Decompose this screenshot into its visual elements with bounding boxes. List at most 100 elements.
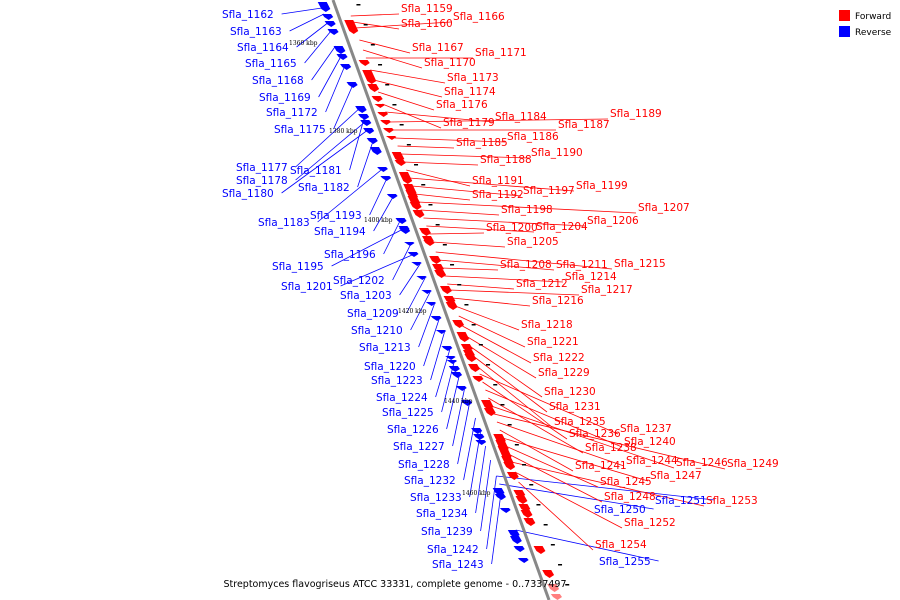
forward-gene-label: Sfla_1215 — [614, 258, 666, 270]
forward-gene-label: Sfla_1167 — [412, 42, 464, 54]
minor-tick — [522, 464, 527, 466]
forward-gene-feature — [358, 60, 370, 66]
minor-tick — [363, 24, 368, 26]
reverse-gene-label: Sfla_1181 — [290, 165, 342, 177]
forward-gene-label: Sfla_1212 — [516, 278, 568, 290]
reverse-leader-line — [480, 459, 491, 532]
forward-gene-feature — [523, 518, 536, 526]
minor-tick — [543, 524, 548, 526]
forward-gene-label: Sfla_1174 — [444, 86, 496, 98]
forward-gene-label: Sfla_1230 — [544, 386, 596, 398]
scale-tick-label: 1360 kbp — [289, 40, 318, 47]
reverse-leader-line — [383, 217, 402, 255]
forward-gene-label: Sfla_1190 — [531, 147, 583, 159]
reverse-gene-label: Sfla_1169 — [259, 92, 311, 104]
forward-gene-feature — [547, 584, 560, 592]
forward-leader-line — [462, 325, 532, 364]
minor-tick — [378, 64, 383, 66]
reverse-gene-feature — [317, 2, 331, 12]
forward-leader-line — [482, 381, 568, 440]
forward-leader-line — [491, 405, 675, 469]
reverse-gene-label: Sfla_1209 — [347, 308, 399, 320]
forward-gene-label: Sfla_1218 — [521, 319, 573, 331]
reverse-leader-line — [331, 227, 406, 267]
forward-leader-line — [514, 471, 623, 529]
forward-leader-line — [417, 201, 637, 214]
reverse-gene-label: Sfla_1193 — [310, 210, 362, 222]
forward-gene-feature — [344, 20, 359, 34]
forward-gene-feature — [533, 546, 546, 554]
forward-gene-label: Sfla_1252 — [624, 517, 676, 529]
forward-gene-feature — [481, 400, 494, 410]
forward-gene-feature — [374, 104, 385, 108]
reverse-gene-label: Sfla_1234 — [416, 508, 468, 520]
minor-tick — [399, 124, 404, 126]
forward-leader-line — [400, 153, 530, 159]
minor-tick — [471, 324, 476, 326]
minor-tick — [464, 304, 469, 306]
reverse-gene-feature — [461, 400, 473, 406]
forward-leader-line — [411, 185, 522, 197]
minor-tick — [536, 504, 541, 506]
forward-leader-line — [397, 145, 455, 149]
forward-leader-line — [377, 91, 435, 111]
reverse-leader-line — [340, 253, 415, 287]
reverse-gene-label: Sfla_1180 — [222, 188, 274, 200]
forward-leader-line — [485, 389, 623, 448]
reverse-gene-feature — [380, 176, 392, 181]
reverse-gene-label: Sfla_1225 — [382, 407, 434, 419]
reverse-gene-feature — [445, 356, 456, 360]
forward-leader-line — [352, 21, 400, 30]
forward-leader-line — [355, 21, 452, 29]
forward-leader-line — [465, 335, 537, 379]
forward-gene-label: Sfla_1216 — [532, 295, 584, 307]
minor-tick — [385, 84, 390, 86]
reverse-gene-feature — [377, 167, 388, 172]
forward-gene-label: Sfla_1192 — [472, 189, 524, 201]
forward-gene-feature — [506, 472, 519, 480]
forward-gene-label: Sfla_1248 — [604, 491, 656, 503]
reverse-leader-line — [349, 115, 366, 171]
forward-gene-label: Sfla_1207 — [638, 202, 690, 214]
forward-gene-label: Sfla_1205 — [507, 236, 559, 248]
forward-gene-feature — [394, 160, 406, 166]
reverse-gene-feature — [499, 508, 511, 513]
reverse-gene-feature — [324, 21, 336, 27]
forward-gene-label: Sfla_1211 — [556, 259, 608, 271]
reverse-gene-feature — [340, 64, 352, 70]
forward-leader-line — [511, 461, 705, 507]
forward-gene-feature — [412, 210, 425, 218]
reverse-gene-label: Sfla_1162 — [222, 9, 274, 21]
reverse-gene-feature — [399, 228, 411, 234]
reverse-gene-label: Sfla_1232 — [404, 475, 456, 487]
forward-leader-line — [518, 481, 594, 551]
minor-tick — [500, 404, 505, 406]
minor-tick — [428, 204, 433, 206]
forward-gene-label: Sfla_1184 — [495, 111, 547, 123]
reverse-gene-label: Sfla_1223 — [371, 375, 423, 387]
forward-gene-label: Sfla_1198 — [501, 204, 553, 216]
forward-gene-feature — [445, 302, 458, 310]
reverse-gene-label: Sfla_1168 — [252, 75, 304, 87]
forward-leader-line — [406, 169, 471, 187]
minor-tick — [514, 444, 519, 446]
forward-gene-feature — [383, 128, 394, 133]
forward-gene-label: Sfla_1247 — [650, 470, 702, 482]
reverse-leader-line — [418, 303, 435, 348]
reverse-leader-line — [373, 195, 394, 232]
reverse-gene-feature — [322, 14, 334, 20]
forward-leader-line — [496, 421, 625, 467]
reverse-leader-line — [515, 529, 659, 562]
forward-gene-label: Sfla_1188 — [480, 154, 532, 166]
reverse-gene-label: Sfla_1175 — [274, 124, 326, 136]
reverse-gene-feature — [421, 290, 432, 294]
reverse-gene-feature — [435, 330, 447, 334]
reverse-leader-line — [318, 55, 342, 98]
reverse-leader-line — [452, 387, 466, 447]
reverse-gene-feature — [517, 558, 529, 563]
forward-gene-feature — [515, 496, 528, 504]
forward-leader-line — [476, 365, 553, 428]
minor-tick — [414, 164, 419, 166]
reverse-gene-label: Sfla_1165 — [245, 58, 297, 70]
